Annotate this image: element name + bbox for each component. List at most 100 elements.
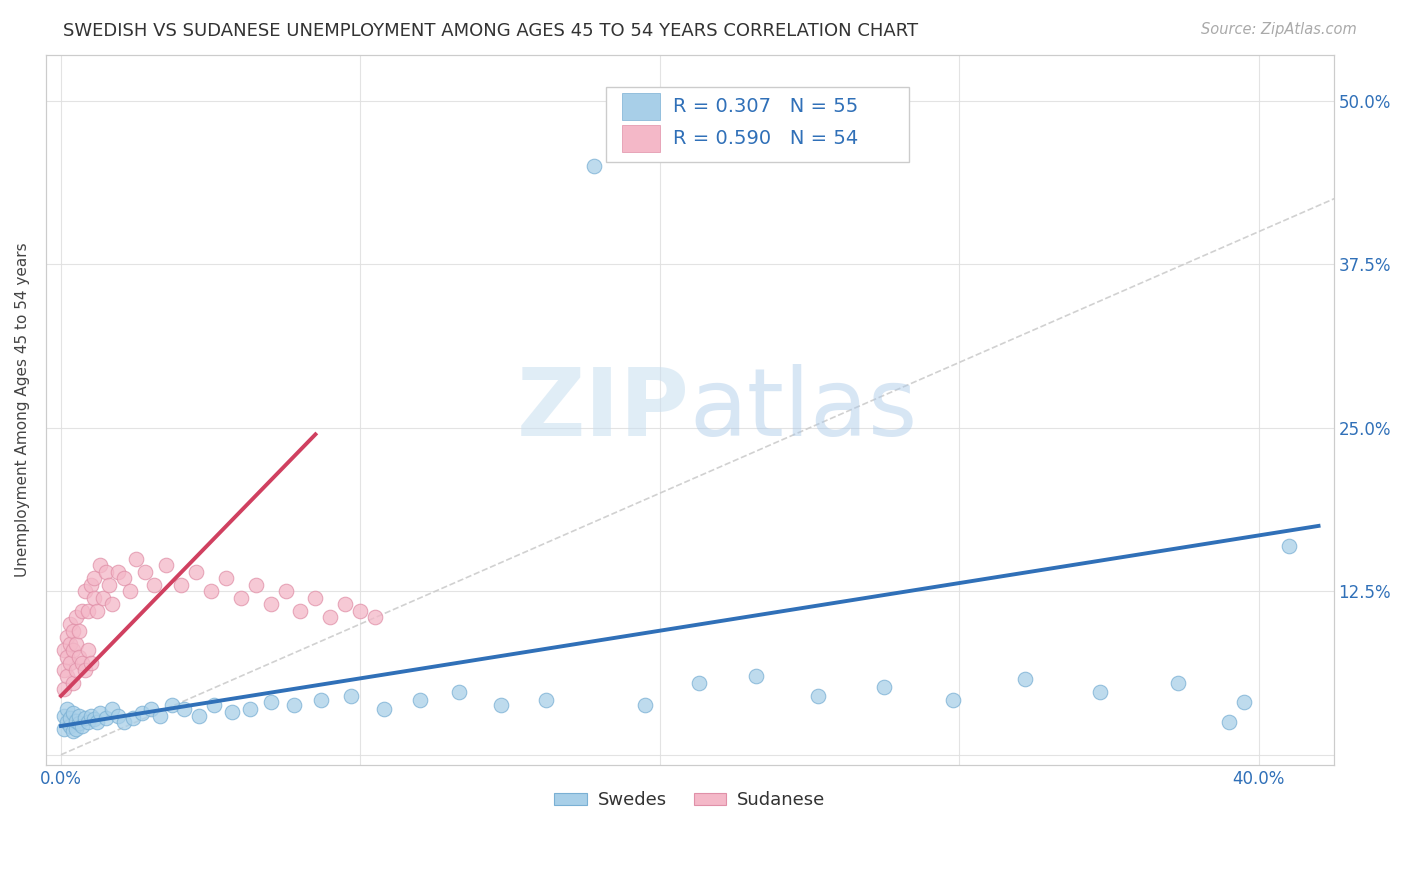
Point bbox=[70, 657, 93, 671]
Point bbox=[59, 719, 82, 733]
Point bbox=[221, 705, 243, 719]
Point bbox=[409, 693, 432, 707]
Point bbox=[62, 624, 84, 638]
Point bbox=[80, 708, 103, 723]
Point bbox=[62, 643, 84, 657]
Point bbox=[304, 591, 326, 605]
Point bbox=[107, 565, 129, 579]
Point bbox=[62, 706, 84, 720]
Point bbox=[70, 719, 93, 733]
Legend: Swedes, Sudanese: Swedes, Sudanese bbox=[547, 784, 832, 816]
Point bbox=[170, 578, 193, 592]
Point bbox=[1218, 714, 1240, 729]
FancyBboxPatch shape bbox=[621, 125, 661, 152]
Point bbox=[125, 551, 148, 566]
Point bbox=[1233, 695, 1256, 709]
Point bbox=[229, 591, 252, 605]
Point bbox=[91, 591, 114, 605]
Point bbox=[873, 680, 896, 694]
Point bbox=[335, 598, 357, 612]
Point bbox=[112, 571, 135, 585]
Point bbox=[239, 702, 262, 716]
Text: Source: ZipAtlas.com: Source: ZipAtlas.com bbox=[1201, 22, 1357, 37]
Text: R = 0.590   N = 54: R = 0.590 N = 54 bbox=[673, 128, 858, 148]
Point bbox=[340, 689, 363, 703]
Point bbox=[52, 722, 75, 736]
Point bbox=[942, 693, 965, 707]
Point bbox=[259, 695, 281, 709]
Point bbox=[259, 598, 281, 612]
Point bbox=[274, 584, 297, 599]
Point bbox=[142, 578, 165, 592]
Point bbox=[744, 669, 766, 683]
Point bbox=[73, 584, 96, 599]
Point bbox=[80, 657, 103, 671]
Point bbox=[1088, 685, 1111, 699]
Point bbox=[56, 649, 79, 664]
Point bbox=[80, 578, 103, 592]
Point bbox=[97, 578, 120, 592]
Point bbox=[489, 698, 512, 712]
Point bbox=[107, 708, 129, 723]
Point bbox=[373, 702, 395, 716]
Point bbox=[86, 714, 108, 729]
FancyBboxPatch shape bbox=[621, 94, 661, 120]
Point bbox=[94, 711, 117, 725]
Point bbox=[86, 604, 108, 618]
Point bbox=[1014, 672, 1036, 686]
Point bbox=[59, 657, 82, 671]
Point bbox=[56, 630, 79, 644]
Point bbox=[173, 702, 195, 716]
Point bbox=[56, 702, 79, 716]
Point bbox=[56, 669, 79, 683]
Point bbox=[688, 675, 710, 690]
Point bbox=[1167, 675, 1189, 690]
Point bbox=[214, 571, 236, 585]
Point bbox=[67, 716, 90, 731]
Point bbox=[73, 663, 96, 677]
Point bbox=[245, 578, 267, 592]
Point bbox=[65, 610, 87, 624]
Point bbox=[65, 637, 87, 651]
Point bbox=[283, 698, 305, 712]
Point bbox=[77, 714, 100, 729]
Point bbox=[73, 711, 96, 725]
Point bbox=[94, 565, 117, 579]
Point bbox=[70, 604, 93, 618]
Point bbox=[65, 714, 87, 728]
Point bbox=[184, 565, 207, 579]
Point bbox=[65, 663, 87, 677]
Point bbox=[62, 675, 84, 690]
Point bbox=[149, 708, 172, 723]
Point bbox=[364, 610, 387, 624]
Text: R = 0.307   N = 55: R = 0.307 N = 55 bbox=[673, 97, 858, 117]
Point bbox=[52, 682, 75, 697]
Point bbox=[67, 649, 90, 664]
Point bbox=[101, 598, 124, 612]
Point bbox=[582, 159, 605, 173]
Text: ZIP: ZIP bbox=[517, 364, 690, 456]
Point bbox=[319, 610, 342, 624]
Point bbox=[62, 724, 84, 739]
Point bbox=[349, 604, 371, 618]
Point bbox=[83, 591, 105, 605]
Point bbox=[139, 702, 162, 716]
Point bbox=[89, 558, 111, 573]
Point bbox=[121, 711, 143, 725]
Point bbox=[52, 643, 75, 657]
Point bbox=[65, 722, 87, 736]
Point bbox=[52, 708, 75, 723]
Point bbox=[807, 689, 830, 703]
Y-axis label: Unemployment Among Ages 45 to 54 years: Unemployment Among Ages 45 to 54 years bbox=[15, 243, 30, 577]
Point bbox=[290, 604, 312, 618]
Point bbox=[155, 558, 177, 573]
Point bbox=[134, 565, 156, 579]
Point bbox=[534, 693, 557, 707]
Point bbox=[77, 643, 100, 657]
Point bbox=[59, 637, 82, 651]
Point bbox=[187, 708, 209, 723]
Point bbox=[311, 693, 333, 707]
Point bbox=[67, 624, 90, 638]
FancyBboxPatch shape bbox=[606, 87, 908, 161]
Point bbox=[160, 698, 183, 712]
